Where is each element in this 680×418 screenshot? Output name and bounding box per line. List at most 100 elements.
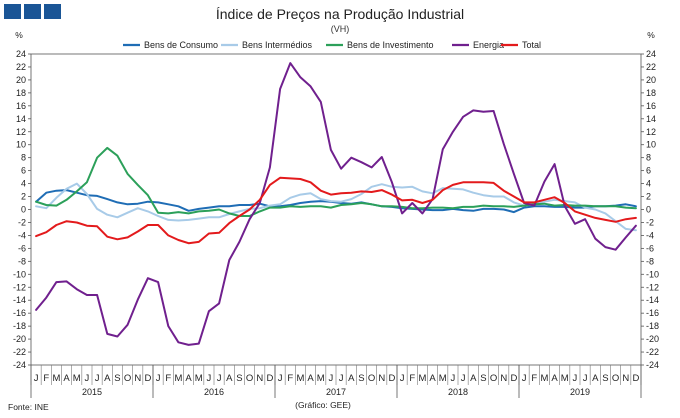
y-axis-label-left: % xyxy=(15,30,23,40)
y-tick-label-left: 16 xyxy=(16,101,26,111)
y-tick-label-right: 18 xyxy=(646,88,656,98)
month-label: M xyxy=(317,373,325,384)
month-label: J xyxy=(461,373,466,384)
y-tick-label-left: -8 xyxy=(18,256,26,266)
month-label: O xyxy=(246,373,253,384)
logo-square xyxy=(44,4,61,19)
month-label: S xyxy=(236,373,242,384)
y-tick-label-right: 22 xyxy=(646,62,656,72)
month-label: J xyxy=(156,373,161,384)
year-label: 2017 xyxy=(326,387,346,397)
graph-credit: (Gráfico: GEE) xyxy=(295,400,351,410)
legend-label: Bens de Investimento xyxy=(347,40,434,50)
y-tick-label-right: 2 xyxy=(646,192,651,202)
y-tick-label-right: -24 xyxy=(646,360,659,370)
year-label: 2019 xyxy=(570,387,590,397)
series-line-bens-de-investimento xyxy=(35,146,637,217)
y-tick-label-right: 0 xyxy=(646,205,651,215)
y-tick-label-left: -24 xyxy=(13,360,26,370)
month-label: N xyxy=(256,373,263,384)
y-tick-label-left: 14 xyxy=(16,114,26,124)
y-tick-label-left: -2 xyxy=(18,217,26,227)
y-tick-label-left: 10 xyxy=(16,140,26,150)
month-label: M xyxy=(418,373,426,384)
chart-subtitle: (VH) xyxy=(331,24,350,34)
month-label: O xyxy=(368,373,375,384)
month-label: N xyxy=(134,373,141,384)
month-label: J xyxy=(573,373,578,384)
month-label: N xyxy=(622,373,629,384)
y-tick-label-right: 24 xyxy=(646,49,656,59)
y-tick-label-right: 20 xyxy=(646,75,656,85)
month-label: J xyxy=(522,373,527,384)
month-label: J xyxy=(207,373,212,384)
y-tick-label-left: -10 xyxy=(13,269,26,279)
y-tick-label-left: 8 xyxy=(21,153,26,163)
y-tick-label-right: -2 xyxy=(646,217,654,227)
month-label: J xyxy=(583,373,588,384)
month-label: J xyxy=(34,373,39,384)
y-tick-label-right: 16 xyxy=(646,101,656,111)
month-label: A xyxy=(63,373,70,384)
month-label: D xyxy=(510,373,517,384)
source-note: Fonte: INE xyxy=(8,402,49,412)
series-lines xyxy=(35,62,637,346)
month-label: M xyxy=(73,373,81,384)
y-tick-label-right: -12 xyxy=(646,282,659,292)
month-label: A xyxy=(592,373,599,384)
month-label: A xyxy=(348,373,355,384)
legend-label: Bens Intermédios xyxy=(242,40,313,50)
month-label: F xyxy=(165,373,171,384)
y-tick-label-right: -22 xyxy=(646,347,659,357)
y-tick-label-right: -8 xyxy=(646,256,654,266)
series-line-total xyxy=(35,176,637,245)
y-tick-label-left: 4 xyxy=(21,179,26,189)
legend-label: Bens de Consumo xyxy=(144,40,218,50)
y-tick-label-right: -20 xyxy=(646,334,659,344)
y-tick-label-right: 4 xyxy=(646,179,651,189)
y-tick-label-right: -14 xyxy=(646,295,659,305)
logo-square xyxy=(4,4,21,19)
month-label: M xyxy=(195,373,203,384)
month-label: F xyxy=(287,373,293,384)
y-tick-label-left: 12 xyxy=(16,127,26,137)
y-axis-label-right: % xyxy=(647,30,655,40)
month-label: F xyxy=(409,373,415,384)
month-label: O xyxy=(612,373,619,384)
y-tick-label-left: 6 xyxy=(21,166,26,176)
y-tick-label-right: -6 xyxy=(646,243,654,253)
month-label: A xyxy=(185,373,192,384)
month-label: J xyxy=(95,373,100,384)
month-label: N xyxy=(378,373,385,384)
y-tick-label-left: 22 xyxy=(16,62,26,72)
month-label: D xyxy=(388,373,395,384)
month-label: S xyxy=(358,373,364,384)
chart-title: Índice de Preços na Produção Industrial xyxy=(216,6,464,22)
y-tick-label-left: 2 xyxy=(21,192,26,202)
month-label: N xyxy=(500,373,507,384)
y-tick-label-left: -20 xyxy=(13,334,26,344)
y-tick-label-left: 24 xyxy=(16,49,26,59)
y-tick-label-left: -6 xyxy=(18,243,26,253)
legend: Bens de Consumo Bens Intermédios Bens de I… xyxy=(123,40,541,50)
y-tick-label-right: -18 xyxy=(646,321,659,331)
year-label: 2015 xyxy=(82,387,102,397)
month-label: D xyxy=(266,373,273,384)
y-tick-label-left: -18 xyxy=(13,321,26,331)
logo-square xyxy=(24,4,41,19)
month-label: M xyxy=(561,373,569,384)
month-label: D xyxy=(144,373,151,384)
month-label: J xyxy=(278,373,283,384)
y-tick-label-left: -12 xyxy=(13,282,26,292)
y-tick-label-left: 20 xyxy=(16,75,26,85)
month-label: J xyxy=(400,373,405,384)
month-label: J xyxy=(339,373,344,384)
month-label: J xyxy=(217,373,222,384)
y-tick-label-right: 10 xyxy=(646,140,656,150)
year-label: 2018 xyxy=(448,387,468,397)
year-label: 2016 xyxy=(204,387,224,397)
month-label: A xyxy=(307,373,314,384)
month-label: A xyxy=(429,373,436,384)
legend-label: Energia xyxy=(473,40,504,50)
month-label: F xyxy=(43,373,49,384)
